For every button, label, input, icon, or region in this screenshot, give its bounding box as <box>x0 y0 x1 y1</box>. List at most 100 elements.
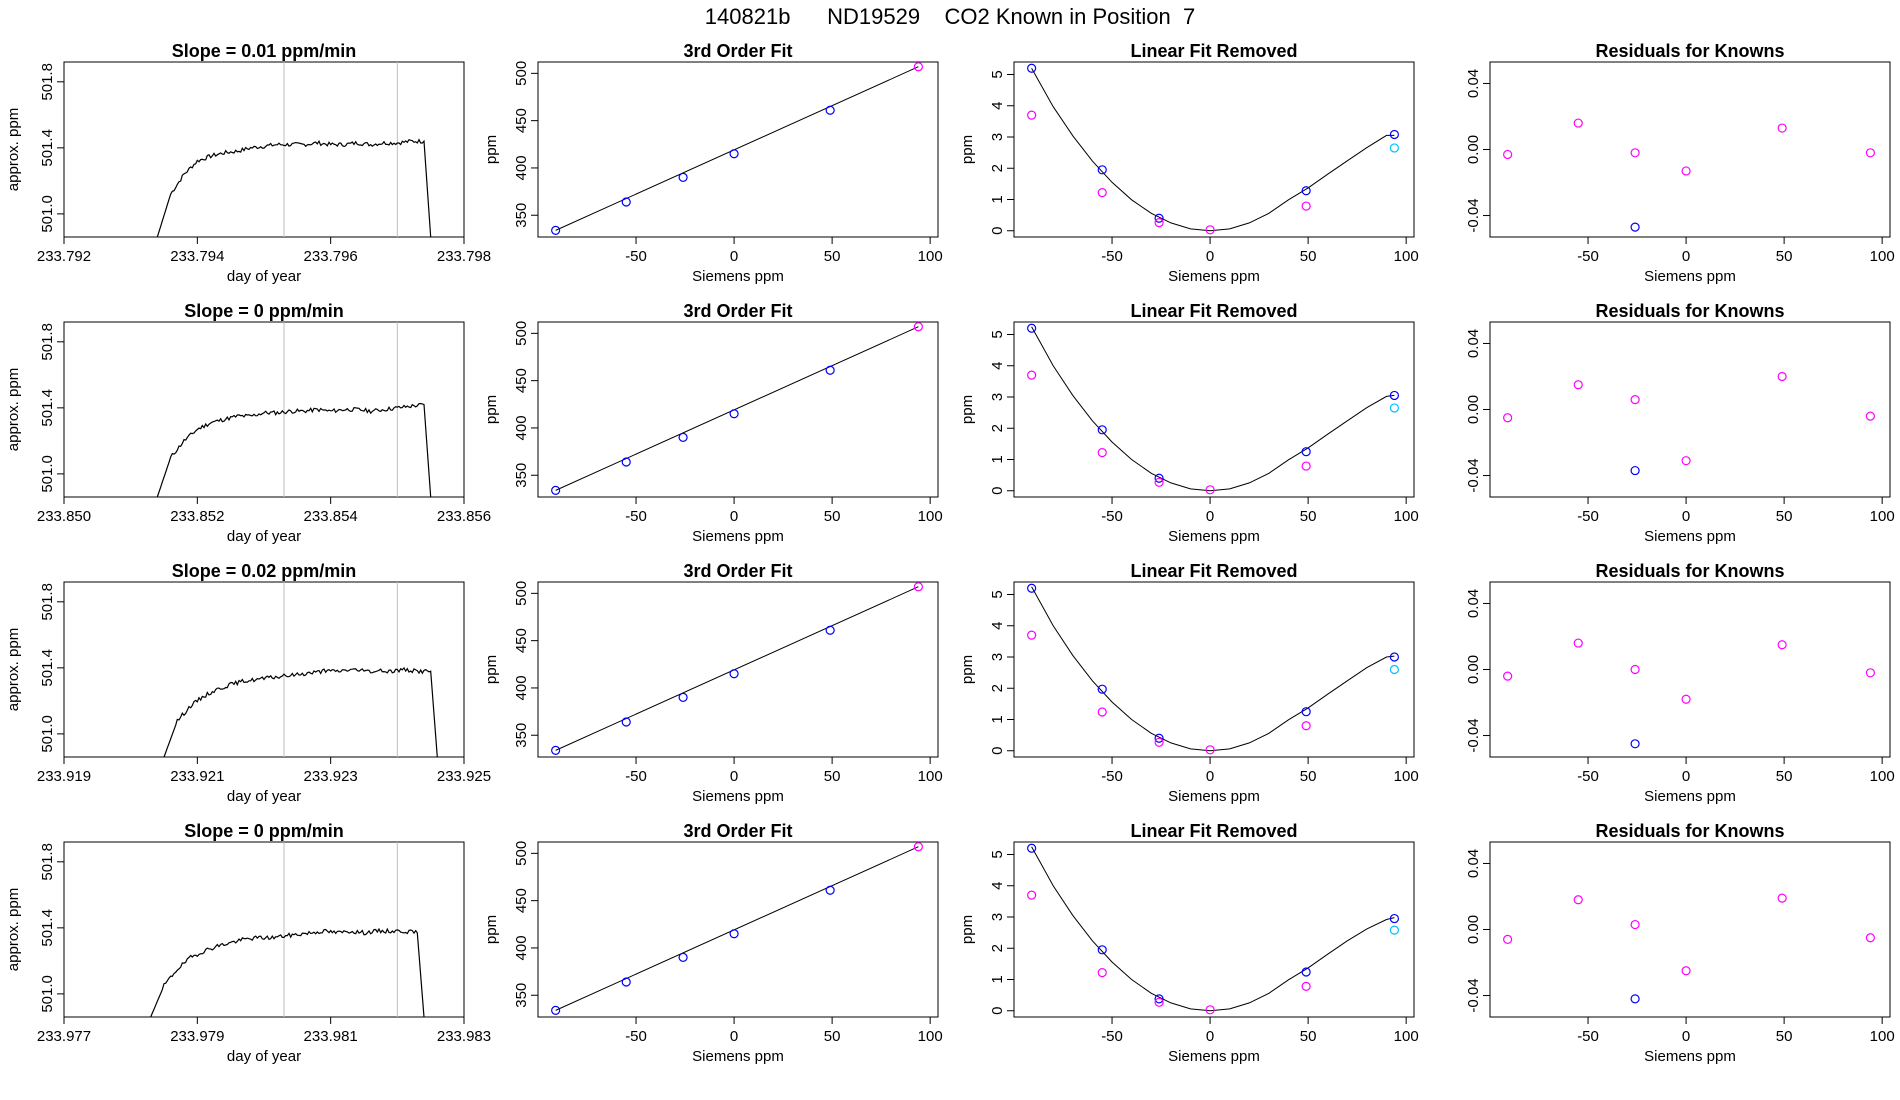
y-tick-label: 3 <box>989 913 1006 921</box>
panel-title: Residuals for Knowns <box>1595 821 1784 841</box>
data-point-magenta <box>1865 411 1875 421</box>
y-tick-label: 501.0 <box>39 455 56 493</box>
fit-line <box>555 326 919 491</box>
y-axis-label: approx. ppm <box>5 108 22 191</box>
data-point-magenta <box>1027 370 1037 380</box>
y-tick-label: 0.04 <box>1465 849 1482 878</box>
y-tick-label: -0.04 <box>1465 718 1482 752</box>
data-point-cyan <box>1389 143 1399 153</box>
data-point-blue <box>621 977 631 987</box>
data-point-cyan <box>1389 403 1399 413</box>
x-tick-label: -50 <box>1101 1028 1123 1045</box>
data-point-magenta <box>1205 485 1215 495</box>
y-tick-label: 4 <box>989 362 1006 370</box>
chart-panel-r3-c4: Residuals for Knowns -50 0 50 100 Siemens ppm… <box>1465 561 1895 805</box>
data-point-magenta <box>1777 640 1787 650</box>
x-axis: -50 0 50 100 <box>1101 757 1419 785</box>
y-axis: 350 400 450 500 <box>513 581 538 748</box>
x-tick-label: 50 <box>1776 248 1793 265</box>
data-point-blue <box>1154 733 1164 743</box>
x-axis-label: Siemens ppm <box>1168 268 1260 285</box>
plot-frame <box>1013 321 1415 498</box>
y-tick-label: 2 <box>989 424 1006 432</box>
y-tick-label: 400 <box>513 155 530 180</box>
data-point-magenta <box>1205 1005 1215 1015</box>
x-axis: -50 0 50 100 <box>1101 497 1419 525</box>
x-tick-label: 100 <box>918 508 943 525</box>
y-tick-label: 1 <box>989 195 1006 203</box>
x-tick-label: -50 <box>1577 768 1599 785</box>
plot-area <box>1503 638 1875 749</box>
data-point-magenta <box>1777 371 1787 382</box>
x-tick-label: 100 <box>918 248 943 265</box>
y-axis: 350 400 450 500 <box>513 841 538 1008</box>
x-axis: -50 0 50 100 <box>1577 237 1895 265</box>
panel-title: Linear Fit Removed <box>1130 561 1297 581</box>
fit-curve <box>1031 586 1395 752</box>
panel-title: 3rd Order Fit <box>683 821 792 841</box>
data-point-magenta <box>1097 968 1107 978</box>
data-point-magenta <box>1154 737 1164 747</box>
data-point-blue <box>621 717 631 727</box>
x-tick-label: 100 <box>1394 508 1419 525</box>
y-tick-label: 501.8 <box>39 843 56 881</box>
data-point-blue <box>1630 739 1640 749</box>
data-point-blue <box>1389 652 1399 662</box>
y-tick-label: 501.0 <box>39 195 56 233</box>
y-tick-label: 450 <box>513 628 530 653</box>
data-point-blue <box>825 885 835 895</box>
data-point-blue <box>1154 473 1164 483</box>
x-tick-label: 0 <box>730 768 738 785</box>
panel-title: Linear Fit Removed <box>1130 41 1297 61</box>
plot-area <box>551 842 923 1015</box>
x-tick-label: 100 <box>918 1028 943 1045</box>
y-tick-label: 3 <box>989 393 1006 401</box>
data-point-magenta <box>1865 933 1875 943</box>
x-axis-label: Siemens ppm <box>692 528 784 545</box>
plot-area <box>156 62 432 237</box>
y-tick-label: 350 <box>513 983 530 1008</box>
y-axis-label: ppm <box>483 395 500 424</box>
data-point-cyan <box>1389 925 1399 935</box>
y-tick-label: 500 <box>513 841 530 866</box>
data-point-blue <box>1027 843 1037 853</box>
x-tick-label: 0 <box>1206 508 1214 525</box>
x-tick-label: 233.796 <box>304 248 358 265</box>
concentration-trace <box>156 403 432 497</box>
y-tick-label: 350 <box>513 463 530 488</box>
data-point-magenta <box>1097 188 1107 198</box>
x-tick-label: 50 <box>1776 1028 1793 1045</box>
y-axis: 350 400 450 500 <box>513 61 538 228</box>
fit-curve <box>1031 68 1395 232</box>
x-tick-label: 50 <box>824 248 841 265</box>
y-axis: -0.04 0.00 0.04 <box>1465 849 1490 1013</box>
data-point-magenta <box>1573 118 1583 128</box>
x-tick-label: 100 <box>1870 508 1895 525</box>
chart-panel-r3-c2: 3rd Order Fit -50 0 50 100 Siemens ppm 350 400 4… <box>483 561 943 805</box>
y-axis-label: ppm <box>483 655 500 684</box>
data-point-blue <box>1097 425 1107 435</box>
x-axis-label: day of year <box>227 788 301 805</box>
y-tick-label: 5 <box>989 850 1006 858</box>
data-point-magenta <box>1097 707 1107 717</box>
y-tick-label: 0 <box>989 747 1006 755</box>
plot-area <box>1503 371 1875 476</box>
x-tick-label: 233.792 <box>37 248 91 265</box>
x-axis: -50 0 50 100 <box>1577 497 1895 525</box>
plot-frame <box>537 61 939 238</box>
data-point-blue <box>678 692 688 703</box>
x-tick-label: 233.798 <box>437 248 491 265</box>
y-tick-label: 0.04 <box>1465 589 1482 618</box>
plot-area <box>156 322 432 497</box>
panel-title: Slope = 0 ppm/min <box>184 821 344 841</box>
x-axis-label: day of year <box>227 1048 301 1065</box>
x-tick-label: 233.854 <box>304 508 358 525</box>
x-axis-label: day of year <box>227 268 301 285</box>
concentration-trace <box>163 666 438 757</box>
data-point-magenta <box>1630 394 1640 405</box>
x-tick-label: -50 <box>1577 1028 1599 1045</box>
panel-title: Residuals for Knowns <box>1595 41 1784 61</box>
x-tick-label: 0 <box>1682 508 1690 525</box>
